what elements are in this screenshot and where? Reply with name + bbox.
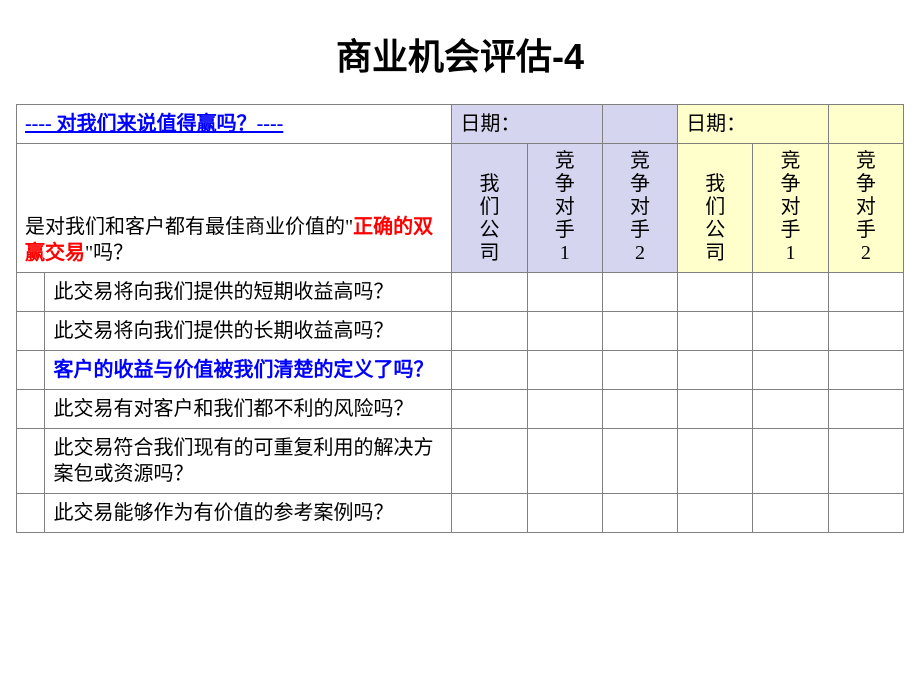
main-question-suffix: "吗？ xyxy=(85,242,133,264)
table-row: 客户的收益与价值被我们清楚的定义了吗？ xyxy=(17,351,904,390)
header-question-cell: ---- 对我们来说值得赢吗？---- xyxy=(17,105,452,144)
data-cell xyxy=(527,429,602,494)
data-cell xyxy=(753,312,828,351)
data-cell xyxy=(753,390,828,429)
data-cell xyxy=(602,351,677,390)
question-cell: 此交易符合我们现有的可重复利用的解决方案包或资源吗？ xyxy=(45,429,452,494)
data-cell xyxy=(452,351,527,390)
data-cell xyxy=(527,494,602,533)
table-row: 此交易有对客户和我们都不利的风险吗？ xyxy=(17,390,904,429)
data-cell xyxy=(452,273,527,312)
data-cell xyxy=(828,494,903,533)
data-cell xyxy=(452,494,527,533)
data-cell xyxy=(602,494,677,533)
question-cell: 此交易将向我们提供的长期收益高吗？ xyxy=(45,312,452,351)
question-cell: 此交易有对客户和我们都不利的风险吗？ xyxy=(45,390,452,429)
main-question-cell: 是对我们和客户都有最佳商业价值的"正确的双赢交易"吗？ xyxy=(17,144,452,273)
indent-cell xyxy=(17,390,45,429)
sub-header-comp2-2: 竞争对手2 xyxy=(828,144,903,273)
date-cell-2 xyxy=(828,105,903,144)
question-cell: 此交易将向我们提供的短期收益高吗？ xyxy=(45,273,452,312)
data-cell xyxy=(602,429,677,494)
data-cell xyxy=(602,390,677,429)
data-cell xyxy=(452,390,527,429)
question-cell: 客户的收益与价值被我们清楚的定义了吗？ xyxy=(45,351,452,390)
indent-cell xyxy=(17,494,45,533)
data-cell xyxy=(527,351,602,390)
data-cell xyxy=(452,312,527,351)
indent-cell xyxy=(17,351,45,390)
data-cell xyxy=(678,273,753,312)
data-cell xyxy=(678,390,753,429)
table-row: 此交易将向我们提供的短期收益高吗？ xyxy=(17,273,904,312)
indent-cell xyxy=(17,312,45,351)
data-cell xyxy=(828,429,903,494)
data-cell xyxy=(828,273,903,312)
question-cell: 此交易能够作为有价值的参考案例吗？ xyxy=(45,494,452,533)
header-question: ---- 对我们来说值得赢吗？---- xyxy=(25,113,283,135)
main-question-prefix: 是对我们和客户都有最佳商业价值的" xyxy=(25,216,353,238)
table-wrapper: ---- 对我们来说值得赢吗？---- 日期： 日期： 是对我们和客户都有最佳商… xyxy=(0,104,920,533)
data-cell xyxy=(753,273,828,312)
evaluation-table: ---- 对我们来说值得赢吗？---- 日期： 日期： 是对我们和客户都有最佳商… xyxy=(16,104,904,533)
data-cell xyxy=(527,390,602,429)
table-row: 此交易能够作为有价值的参考案例吗？ xyxy=(17,494,904,533)
page-title: 商业机会评估-4 xyxy=(0,0,920,104)
data-cell xyxy=(753,494,828,533)
data-cell xyxy=(678,429,753,494)
indent-cell xyxy=(17,273,45,312)
data-cell xyxy=(602,273,677,312)
date-label-1: 日期： xyxy=(452,105,603,144)
sub-header-comp1-1: 竞争对手1 xyxy=(527,144,602,273)
data-cell xyxy=(602,312,677,351)
sub-header-our-1: 我们公司 xyxy=(452,144,527,273)
data-cell xyxy=(753,351,828,390)
data-cell xyxy=(527,312,602,351)
sub-header-comp1-2: 竞争对手1 xyxy=(753,144,828,273)
data-cell xyxy=(527,273,602,312)
date-cell-1 xyxy=(602,105,677,144)
data-cell xyxy=(678,312,753,351)
sub-header-comp2-1: 竞争对手2 xyxy=(602,144,677,273)
data-cell xyxy=(753,429,828,494)
table-row: 此交易将向我们提供的长期收益高吗？ xyxy=(17,312,904,351)
data-cell xyxy=(452,429,527,494)
indent-cell xyxy=(17,429,45,494)
data-cell xyxy=(828,351,903,390)
table-row: 此交易符合我们现有的可重复利用的解决方案包或资源吗？ xyxy=(17,429,904,494)
data-cell xyxy=(678,494,753,533)
data-cell xyxy=(678,351,753,390)
data-cell xyxy=(828,312,903,351)
sub-header-our-2: 我们公司 xyxy=(678,144,753,273)
data-cell xyxy=(828,390,903,429)
date-label-2: 日期： xyxy=(678,105,829,144)
